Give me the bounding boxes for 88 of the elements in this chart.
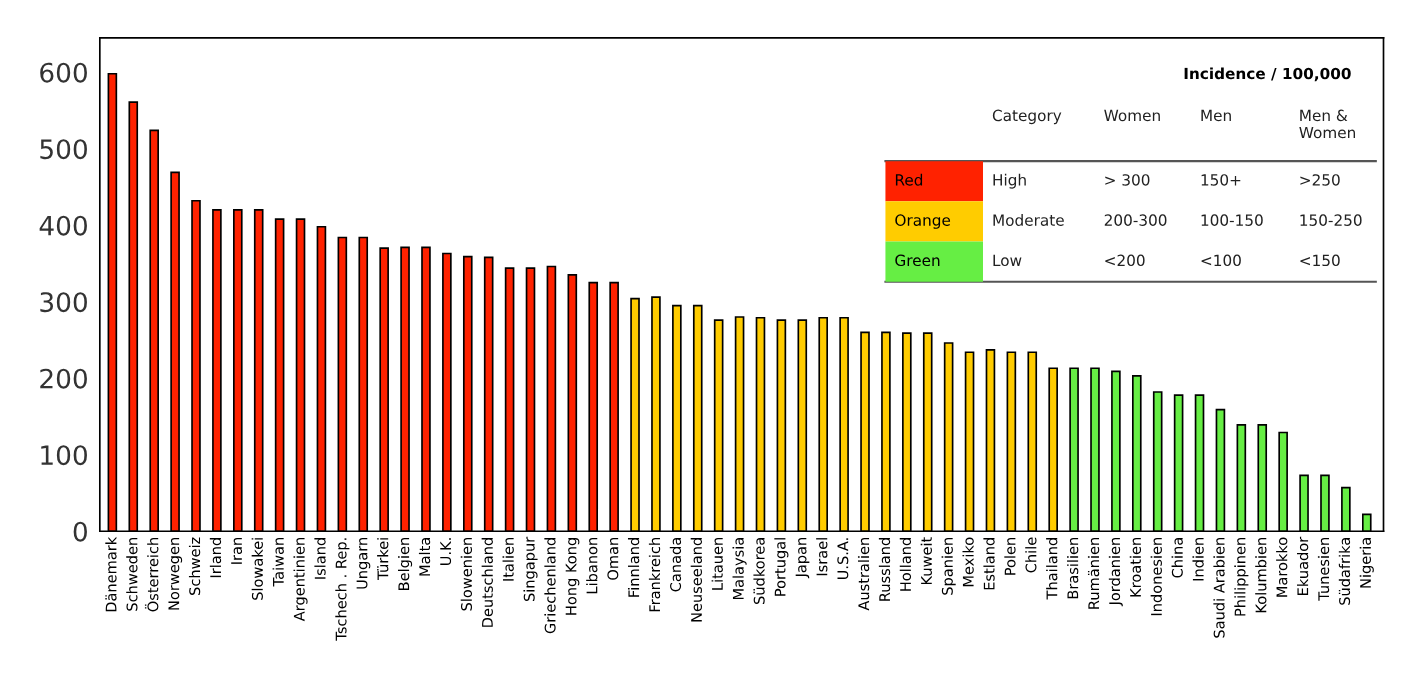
- x-tick-label: Kolumbien: [1255, 538, 1267, 613]
- y-tick-label: 0: [73, 521, 87, 542]
- annotation: 150+: [1201, 174, 1241, 186]
- x-tick-label: Litauen: [711, 538, 723, 590]
- x-tick-label: Südkorea: [753, 538, 765, 604]
- annotation: Low: [993, 254, 1022, 267]
- annotation: Women: [1104, 109, 1160, 122]
- x-tick-label: Thailand: [1046, 538, 1058, 600]
- annotation: >250: [1300, 174, 1340, 186]
- x-tick-label: Türkei: [377, 538, 389, 580]
- x-tick-label: Argentinien: [293, 538, 308, 622]
- y-tick-label: 200: [40, 368, 87, 389]
- y-tick-label: 600: [40, 62, 87, 83]
- x-tick-label: Slowenien: [460, 538, 473, 611]
- x-tick-label: Schweiz: [188, 537, 201, 595]
- annotation: <150: [1300, 254, 1340, 267]
- annotation: Men & Women: [1299, 109, 1356, 139]
- annotation: High: [993, 173, 1026, 189]
- x-tick-label: Oman: [607, 538, 619, 580]
- x-tick-label: Ekuador: [1297, 536, 1309, 595]
- x-tick-label: Polen: [1004, 538, 1016, 575]
- x-tick-label: Slowakei: [251, 538, 263, 600]
- x-tick-label: Hong Kong: [565, 538, 580, 615]
- x-tick-label: Tschech . Rep.: [335, 538, 350, 641]
- annotation: Incidence / 100,000: [1184, 67, 1351, 82]
- annotation: <200: [1105, 254, 1145, 267]
- x-tick-label: Island: [314, 538, 326, 579]
- text: Green: [895, 254, 940, 267]
- text: Red: [895, 173, 923, 186]
- x-tick-label: Japan: [795, 538, 810, 579]
- text: Orange: [895, 214, 951, 229]
- x-tick-label: Rumänien: [1087, 538, 1100, 609]
- x-tick-label: Italien: [502, 538, 514, 581]
- x-tick-label: Österreich: [144, 538, 159, 612]
- x-tick-label: Schweden: [126, 538, 138, 611]
- x-tick-label: Iran: [231, 538, 243, 564]
- x-tick-label: Israel: [816, 538, 828, 576]
- x-tick-label: Norwegen: [168, 538, 183, 610]
- x-tick-label: Canada: [669, 538, 682, 592]
- x-tick-label: Ungarn: [356, 538, 371, 589]
- x-tick-label: Kroatien: [1129, 538, 1142, 597]
- x-tick-label: Spanien: [941, 538, 956, 595]
- x-tick-label: Mexiko: [962, 537, 974, 587]
- x-tick-label: Dänemark: [105, 536, 117, 612]
- annotation: Men: [1201, 109, 1231, 122]
- x-tick-label: U.K.: [440, 538, 452, 566]
- x-tick-label: Brasilien: [1067, 538, 1079, 599]
- annotation: 200-300: [1104, 214, 1167, 226]
- annotation: 150-250: [1300, 214, 1362, 226]
- x-tick-label: China: [1171, 538, 1183, 578]
- x-tick-label: Nigeria: [1359, 538, 1374, 588]
- x-tick-label: Holland: [899, 538, 912, 591]
- x-tick-label: Frankreich: [648, 538, 661, 612]
- x-tick-label: Taiwan: [272, 538, 284, 587]
- x-tick-label: Neuseeland: [690, 538, 702, 622]
- x-tick-label: Singapur: [523, 536, 538, 602]
- annotation: 100-150: [1201, 214, 1263, 226]
- x-tick-label: Jordanien: [1108, 538, 1123, 607]
- x-tick-label: Deutschland: [481, 538, 493, 627]
- x-tick-label: U.S.A.: [837, 538, 849, 580]
- x-tick-label: Belgien: [398, 538, 413, 590]
- x-tick-label: Indien: [1192, 538, 1204, 581]
- x-tick-label: Australien: [857, 538, 870, 611]
- y-tick-label: 400: [39, 215, 87, 236]
- x-tick-label: Finnland: [627, 538, 640, 597]
- y-tick-label: 500: [40, 139, 87, 160]
- x-tick-label: Saudi Arabien: [1213, 538, 1225, 638]
- x-tick-label: Indonesien: [1150, 538, 1162, 616]
- x-tick-label: Südafrika: [1338, 538, 1351, 605]
- x-tick-label: Marokko: [1276, 537, 1288, 597]
- x-tick-label: Kuweit: [920, 537, 932, 585]
- x-tick-label: Philippinen: [1234, 538, 1249, 616]
- annotation: <100: [1201, 254, 1241, 267]
- x-tick-label: Malaysia: [732, 538, 747, 600]
- x-tick-label: Irland: [209, 538, 222, 578]
- x-tick-label: Libanon: [586, 538, 598, 594]
- x-tick-label: Malta: [418, 538, 431, 576]
- x-tick-label: Chile: [1025, 537, 1037, 573]
- x-tick-label: Portugal: [774, 538, 789, 596]
- x-tick-label: Tunesien: [1317, 538, 1330, 601]
- annotation: Category: [992, 109, 1062, 125]
- x-tick-label: Russland: [878, 538, 891, 601]
- x-tick-label: Griechenland: [544, 538, 556, 634]
- y-tick-label: 300: [40, 292, 87, 313]
- x-tick-label: Estland: [983, 538, 995, 590]
- y-tick-label: 100: [41, 445, 87, 466]
- annotation: Moderate: [993, 214, 1064, 226]
- annotation: > 300: [1105, 174, 1150, 186]
